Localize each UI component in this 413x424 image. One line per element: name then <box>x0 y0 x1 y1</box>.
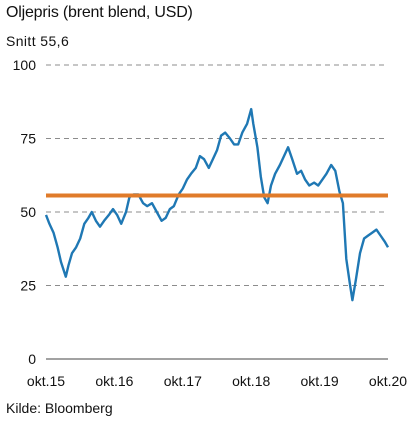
y-tick-label: 100 <box>13 57 37 73</box>
x-tick-label: okt.15 <box>27 373 65 389</box>
y-tick-label: 0 <box>28 351 36 367</box>
grid-lines <box>46 64 388 286</box>
x-tick-label: okt.18 <box>232 373 270 389</box>
x-tick-labels: okt.15 okt.16 okt.17 okt.18 okt.19 okt.20 <box>27 373 407 389</box>
x-tick-label: okt.17 <box>164 373 202 389</box>
chart-subtitle: Snitt 55,6 <box>6 33 70 49</box>
chart-title: Oljepris (brent blend, USD) <box>6 4 193 21</box>
source-note: Kilde: Bloomberg <box>6 400 113 416</box>
y-tick-label: 50 <box>20 204 36 220</box>
series-line-oil-price <box>44 107 390 302</box>
y-tick-label: 25 <box>20 278 36 294</box>
x-tick-label: okt.19 <box>301 373 339 389</box>
x-tick-label: okt.16 <box>95 373 133 389</box>
x-tick-label: okt.20 <box>369 373 407 389</box>
y-tick-label: 75 <box>20 131 36 147</box>
y-tick-labels: 0 25 50 75 100 <box>13 57 37 367</box>
